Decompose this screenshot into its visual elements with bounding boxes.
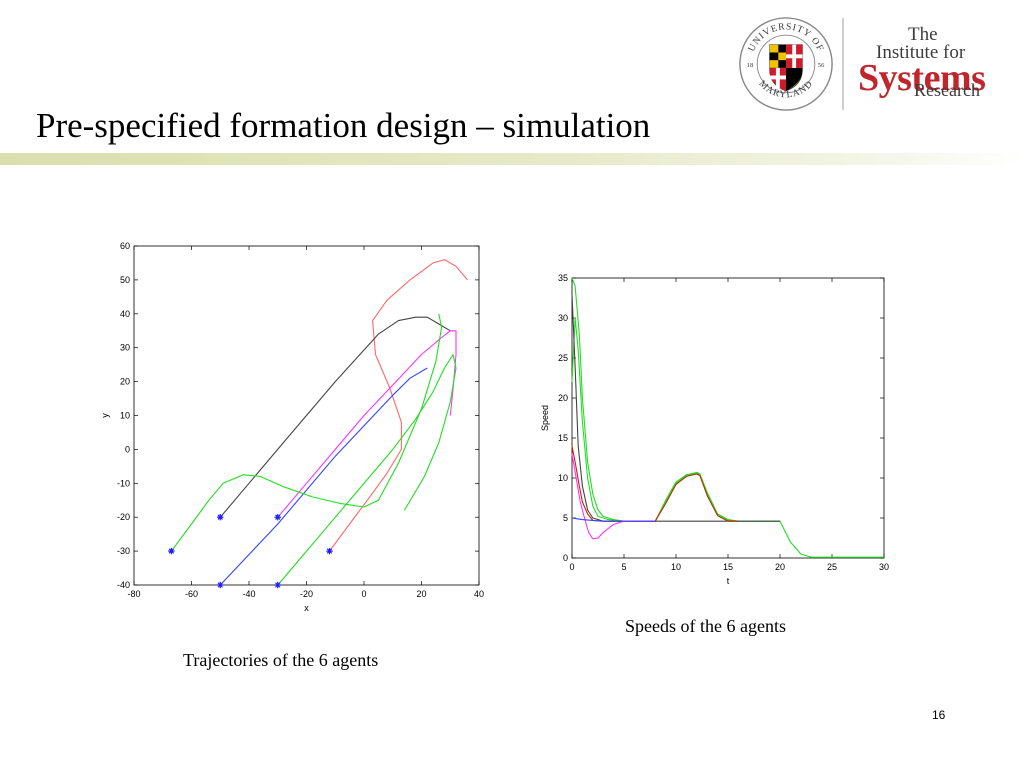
y-tick-label: 40 bbox=[120, 309, 130, 319]
x-tick-label: 0 bbox=[361, 589, 366, 599]
series-line-5 bbox=[571, 453, 656, 540]
y-tick-label: -10 bbox=[117, 478, 130, 488]
isr-logo-line4: Research bbox=[914, 80, 980, 100]
series-line-6 bbox=[277, 353, 457, 586]
y-tick-label: 15 bbox=[558, 433, 568, 443]
y-tick-label: 0 bbox=[125, 444, 130, 454]
start-marker bbox=[274, 581, 281, 589]
x-axis-label: x bbox=[304, 603, 309, 613]
series-line-4 bbox=[219, 367, 428, 586]
isr-logo: The Institute for Systems Research bbox=[856, 24, 1006, 104]
series-line-5 bbox=[170, 313, 443, 552]
series-line-2 bbox=[219, 316, 451, 518]
trajectories-caption: Trajectories of the 6 agents bbox=[183, 650, 379, 670]
start-marker bbox=[274, 514, 281, 521]
isr-logo-line2: Institute for bbox=[876, 42, 966, 63]
start-marker bbox=[217, 514, 224, 521]
y-tick-label: 20 bbox=[120, 377, 130, 387]
y-tick-label: -40 bbox=[117, 580, 130, 590]
x-tick-label: 20 bbox=[775, 562, 785, 572]
start-marker bbox=[168, 547, 175, 555]
y-tick-label: 5 bbox=[563, 513, 568, 523]
x-tick-label: -80 bbox=[127, 589, 140, 599]
speeds-chart: 0 5 10 15 20 25 30 0 5 10 15 20 25 30 35 t Speed bbox=[540, 273, 889, 586]
x-tick-label: 20 bbox=[416, 589, 426, 599]
speeds-caption: Speeds of the 6 agents bbox=[625, 616, 786, 636]
slide-title: Pre-specified formation design – simulat… bbox=[36, 106, 651, 145]
x-tick-label: 0 bbox=[569, 562, 574, 572]
series-line-6 bbox=[571, 517, 656, 522]
y-tick-label: -30 bbox=[117, 546, 130, 556]
maryland-flag-shield bbox=[769, 44, 803, 92]
y-tick-label: 60 bbox=[120, 241, 130, 251]
series-line-2 bbox=[571, 317, 780, 522]
start-marker bbox=[217, 581, 224, 589]
x-tick-label: 5 bbox=[621, 562, 626, 572]
y-tick-label: 50 bbox=[120, 275, 130, 285]
y-tick-label: 25 bbox=[558, 353, 568, 363]
seal-year-left: 18 bbox=[747, 62, 754, 69]
umd-seal-logo: UNIVERSITY OF MARYLAND 18 56 bbox=[739, 17, 833, 111]
x-tick-label: 40 bbox=[474, 589, 484, 599]
x-tick-label: -60 bbox=[185, 589, 198, 599]
y-tick-label: 0 bbox=[563, 553, 568, 563]
x-tick-label: -40 bbox=[242, 589, 255, 599]
logo-divider bbox=[842, 18, 844, 110]
isr-logo-line3: Systems bbox=[858, 57, 986, 99]
y-tick-label: -20 bbox=[117, 512, 130, 522]
isr-logo-line1: The bbox=[908, 24, 938, 45]
series-line-3 bbox=[277, 330, 457, 518]
series-line-4 bbox=[571, 445, 739, 522]
y-tick-label: 10 bbox=[120, 411, 130, 421]
x-axis-label: t bbox=[727, 576, 730, 586]
y-tick-label: 30 bbox=[558, 313, 568, 323]
x-tick-label: 15 bbox=[723, 562, 733, 572]
trajectories-chart: -80 -60 -40 -20 0 20 40 -40 -30 -20 -10 0 10 20 30 40 50… bbox=[100, 241, 484, 613]
x-tick-label: 30 bbox=[879, 562, 889, 572]
y-tick-label: 10 bbox=[558, 473, 568, 483]
y-tick-label: 20 bbox=[558, 393, 568, 403]
y-axis-label: y bbox=[100, 413, 110, 418]
plot-frame bbox=[571, 277, 885, 559]
page-number: 16 bbox=[932, 708, 946, 722]
x-tick-label: 25 bbox=[827, 562, 837, 572]
x-tick-label: 10 bbox=[671, 562, 681, 572]
y-tick-label: 35 bbox=[558, 273, 568, 283]
series-line-1 bbox=[329, 259, 468, 552]
title-underline-bar bbox=[0, 153, 1024, 165]
start-marker bbox=[326, 547, 333, 555]
series-line-3 bbox=[571, 293, 780, 522]
y-axis-label: Speed bbox=[540, 405, 550, 431]
seal-year-right: 56 bbox=[818, 62, 825, 69]
y-tick-label: 30 bbox=[120, 343, 130, 353]
x-tick-label: -20 bbox=[300, 589, 313, 599]
